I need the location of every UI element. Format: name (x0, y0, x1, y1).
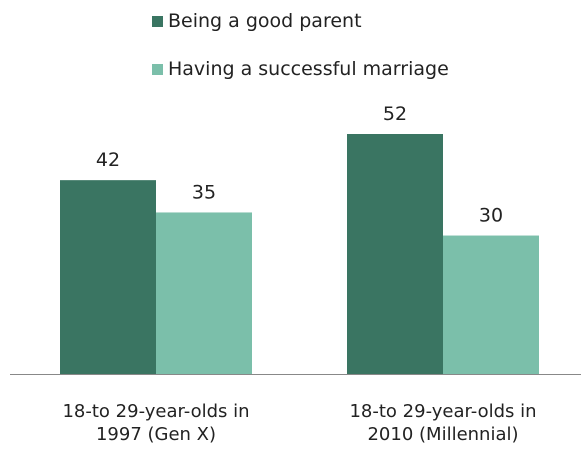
bar-successful-marriage (443, 235, 539, 374)
value-labels: 42 35 52 30 (96, 103, 503, 227)
data-label: 52 (383, 103, 407, 125)
category-tick-label: 2010 (Millennial) (367, 424, 518, 445)
category-tick-label: 1997 (Gen X) (96, 424, 216, 445)
data-label: 42 (96, 149, 120, 171)
bar-good-parent (347, 134, 443, 374)
category-tick-label: 18-to 29-year-olds in (62, 401, 249, 422)
bars (60, 134, 539, 374)
category-tick-label: 18-to 29-year-olds in (349, 401, 536, 422)
data-label: 35 (192, 181, 216, 203)
data-label: 30 (479, 205, 503, 227)
legend-swatch (152, 16, 163, 27)
legend-label: Being a good parent (168, 10, 362, 32)
bar-successful-marriage (156, 212, 252, 374)
legend-swatch (152, 64, 163, 75)
legend-item-successful-marriage: Having a successful marriage (152, 58, 449, 80)
bar-good-parent (60, 180, 156, 374)
legend-label: Having a successful marriage (168, 58, 449, 80)
legend: Being a good parent Having a successful m… (152, 10, 449, 80)
legend-item-good-parent: Being a good parent (152, 10, 362, 32)
